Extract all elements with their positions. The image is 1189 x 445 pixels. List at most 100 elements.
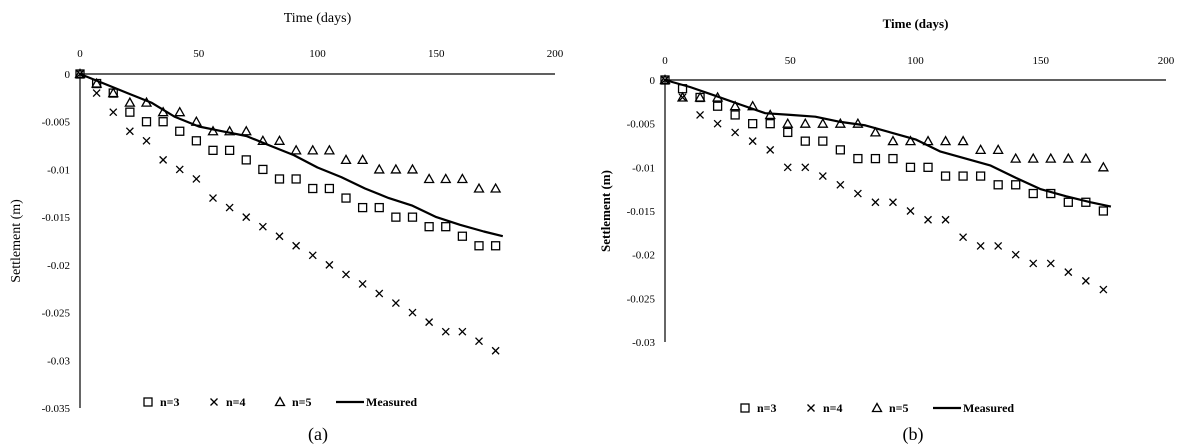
data-point	[475, 337, 483, 346]
y-axis-title: Settlement (m)	[9, 199, 24, 283]
data-point	[490, 241, 501, 251]
data-point	[869, 126, 882, 137]
data-point	[853, 189, 862, 198]
data-point	[888, 198, 897, 207]
data-point	[994, 241, 1003, 250]
data-point	[1098, 206, 1109, 216]
data-point	[1097, 161, 1109, 172]
y-tick-label: -0.005	[627, 119, 656, 131]
legend: n=3 n=4 n=5 Measured	[143, 395, 417, 409]
data-point	[766, 145, 775, 154]
data-point	[712, 101, 723, 111]
series-n-5	[74, 68, 502, 193]
legend-label: n=5	[292, 395, 312, 409]
data-point	[423, 173, 435, 184]
data-point	[191, 136, 202, 146]
data-point	[800, 136, 810, 146]
data-point	[457, 231, 468, 241]
data-point	[939, 135, 952, 146]
data-point	[818, 136, 828, 146]
data-point	[109, 108, 118, 117]
x-axis-title: Time (days)	[284, 11, 352, 26]
data-point	[324, 183, 335, 194]
legend: n=3 n=4 n=5 Measured	[740, 401, 1014, 415]
data-point	[224, 145, 235, 155]
x-tick-label: 200	[547, 48, 564, 60]
data-point	[1011, 180, 1021, 190]
data-point	[696, 110, 705, 119]
x-axis-title: Time (days)	[883, 16, 949, 31]
data-point	[1080, 152, 1092, 163]
y-tick-label: -0.02	[632, 250, 655, 262]
x-tick-label: 150	[1033, 55, 1050, 67]
data-point	[323, 144, 335, 155]
data-point	[456, 173, 468, 184]
data-point	[340, 154, 352, 165]
data-point	[408, 308, 417, 317]
data-point	[835, 145, 845, 155]
data-point	[490, 182, 502, 193]
data-point	[175, 165, 184, 174]
data-point	[291, 174, 301, 184]
data-point	[424, 222, 434, 232]
data-point	[976, 241, 985, 250]
y-tick-label: 0	[650, 75, 656, 87]
x-tick-label: 0	[77, 48, 83, 60]
data-point	[957, 135, 969, 146]
legend-marker-swatch	[143, 397, 153, 407]
data-point	[799, 117, 811, 128]
data-point	[993, 180, 1003, 190]
data-point	[992, 144, 1004, 155]
data-point	[1027, 152, 1039, 163]
data-point	[441, 327, 450, 336]
legend-item: n=5	[274, 395, 312, 409]
legend-marker-swatch	[740, 403, 750, 413]
legend-label: n=4	[226, 395, 246, 409]
data-point	[325, 260, 334, 269]
legend-label: n=4	[823, 401, 843, 415]
data-point	[225, 203, 234, 212]
chart-panel-a: 0 50 100 150 200 0 -0.005 -0.01 -0.015 -0.02 -0.02…	[9, 11, 564, 445]
data-point	[258, 164, 268, 175]
data-point	[158, 117, 168, 127]
data-point	[731, 128, 740, 137]
data-point	[125, 107, 135, 117]
data-point	[375, 289, 384, 298]
x-tick-label: 100	[907, 55, 924, 67]
data-point	[174, 106, 186, 117]
y-tick-label: -0.015	[627, 206, 656, 218]
data-point	[473, 182, 485, 193]
data-point	[817, 117, 829, 128]
y-tick-label: -0.005	[42, 117, 71, 129]
data-point	[125, 127, 134, 136]
data-point	[941, 215, 950, 224]
data-point	[357, 202, 368, 213]
data-point	[1046, 259, 1055, 268]
data-point	[1028, 188, 1038, 199]
data-point	[871, 198, 880, 207]
data-point	[818, 172, 827, 181]
data-point	[729, 100, 741, 111]
data-point	[836, 180, 845, 189]
data-point	[1011, 250, 1020, 259]
y-tick-label: -0.015	[42, 212, 71, 224]
data-point	[258, 222, 267, 231]
panel-label: (a)	[308, 424, 328, 445]
data-point	[142, 136, 151, 145]
legend-item: n=4	[807, 401, 843, 415]
data-point	[975, 144, 987, 155]
data-point	[458, 327, 467, 336]
data-point	[257, 134, 269, 145]
y-tick-label: -0.03	[632, 337, 655, 349]
data-point	[440, 173, 452, 184]
data-point	[159, 155, 168, 164]
data-point	[975, 171, 986, 181]
data-point	[887, 135, 899, 146]
data-point	[308, 251, 317, 260]
data-point	[765, 119, 775, 129]
data-point	[678, 93, 687, 102]
data-point	[748, 137, 757, 146]
legend-item: Measured	[336, 395, 417, 409]
legend-label: n=3	[757, 401, 777, 415]
legend-marker-swatch	[871, 402, 883, 413]
